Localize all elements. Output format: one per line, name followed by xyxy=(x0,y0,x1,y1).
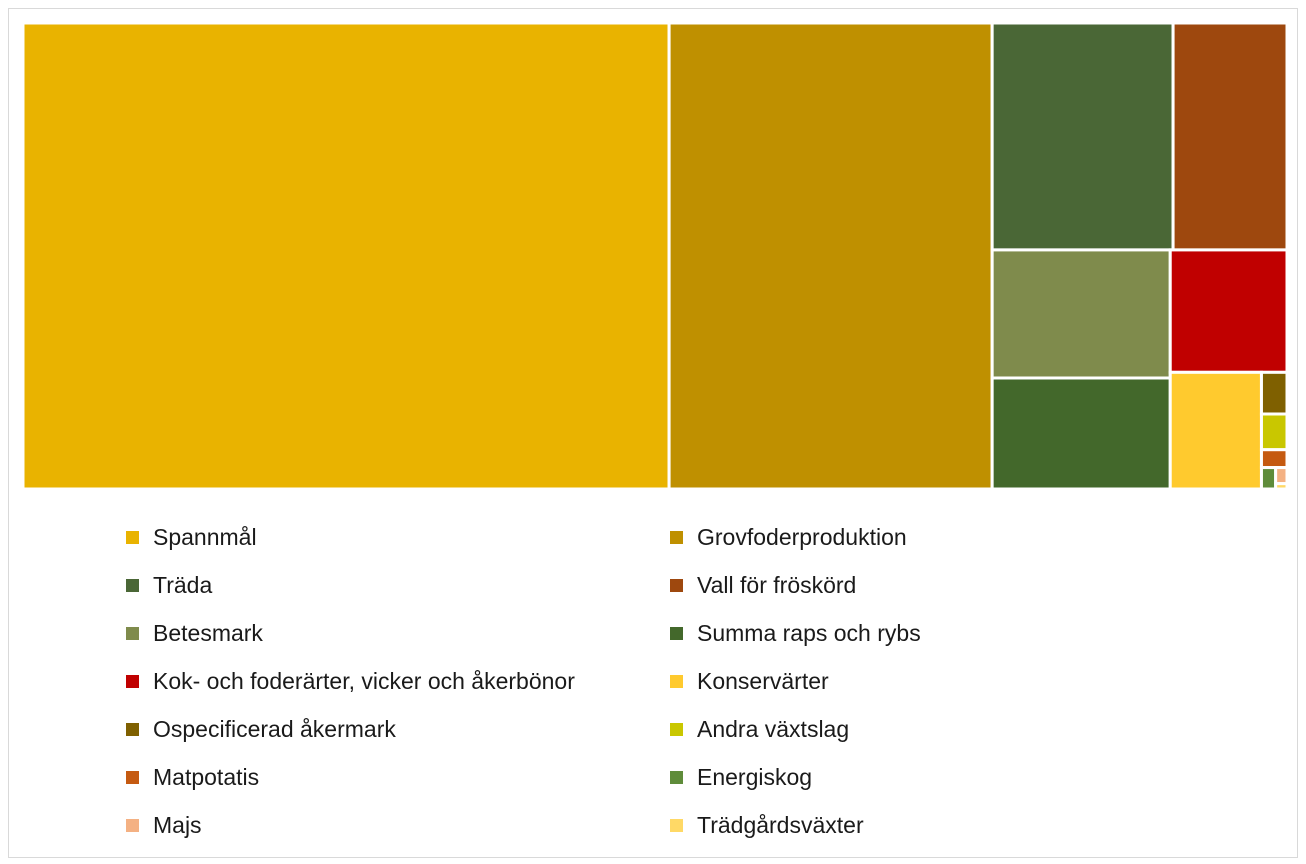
treemap-tile-vall-for-froskord xyxy=(1171,23,1287,252)
treemap-plot xyxy=(23,23,1287,489)
treemap-tile-tradgardsvaxter xyxy=(1274,482,1287,489)
treemap-tile-matpotatis xyxy=(1259,448,1287,470)
treemap-tile-betesmark xyxy=(990,248,1172,380)
treemap-tile-ospecificerad-akermark xyxy=(1259,370,1287,416)
treemap-tile-andra-vaxtslag xyxy=(1259,412,1287,452)
treemap-tile-konservarter xyxy=(1168,370,1263,489)
treemap-tile-kok-och-foderarter-vicker-och-akerbonor xyxy=(1168,248,1287,374)
treemap-tile-majs xyxy=(1274,466,1287,486)
treemap-tile-trada xyxy=(990,23,1175,252)
treemap-tile-summa-raps-och-rybs xyxy=(990,376,1172,489)
treemap-tile-energiskog xyxy=(1259,466,1278,489)
treemap-tile-spannmal xyxy=(23,23,671,489)
treemap-tile-grovfoderproduktion xyxy=(667,23,994,489)
